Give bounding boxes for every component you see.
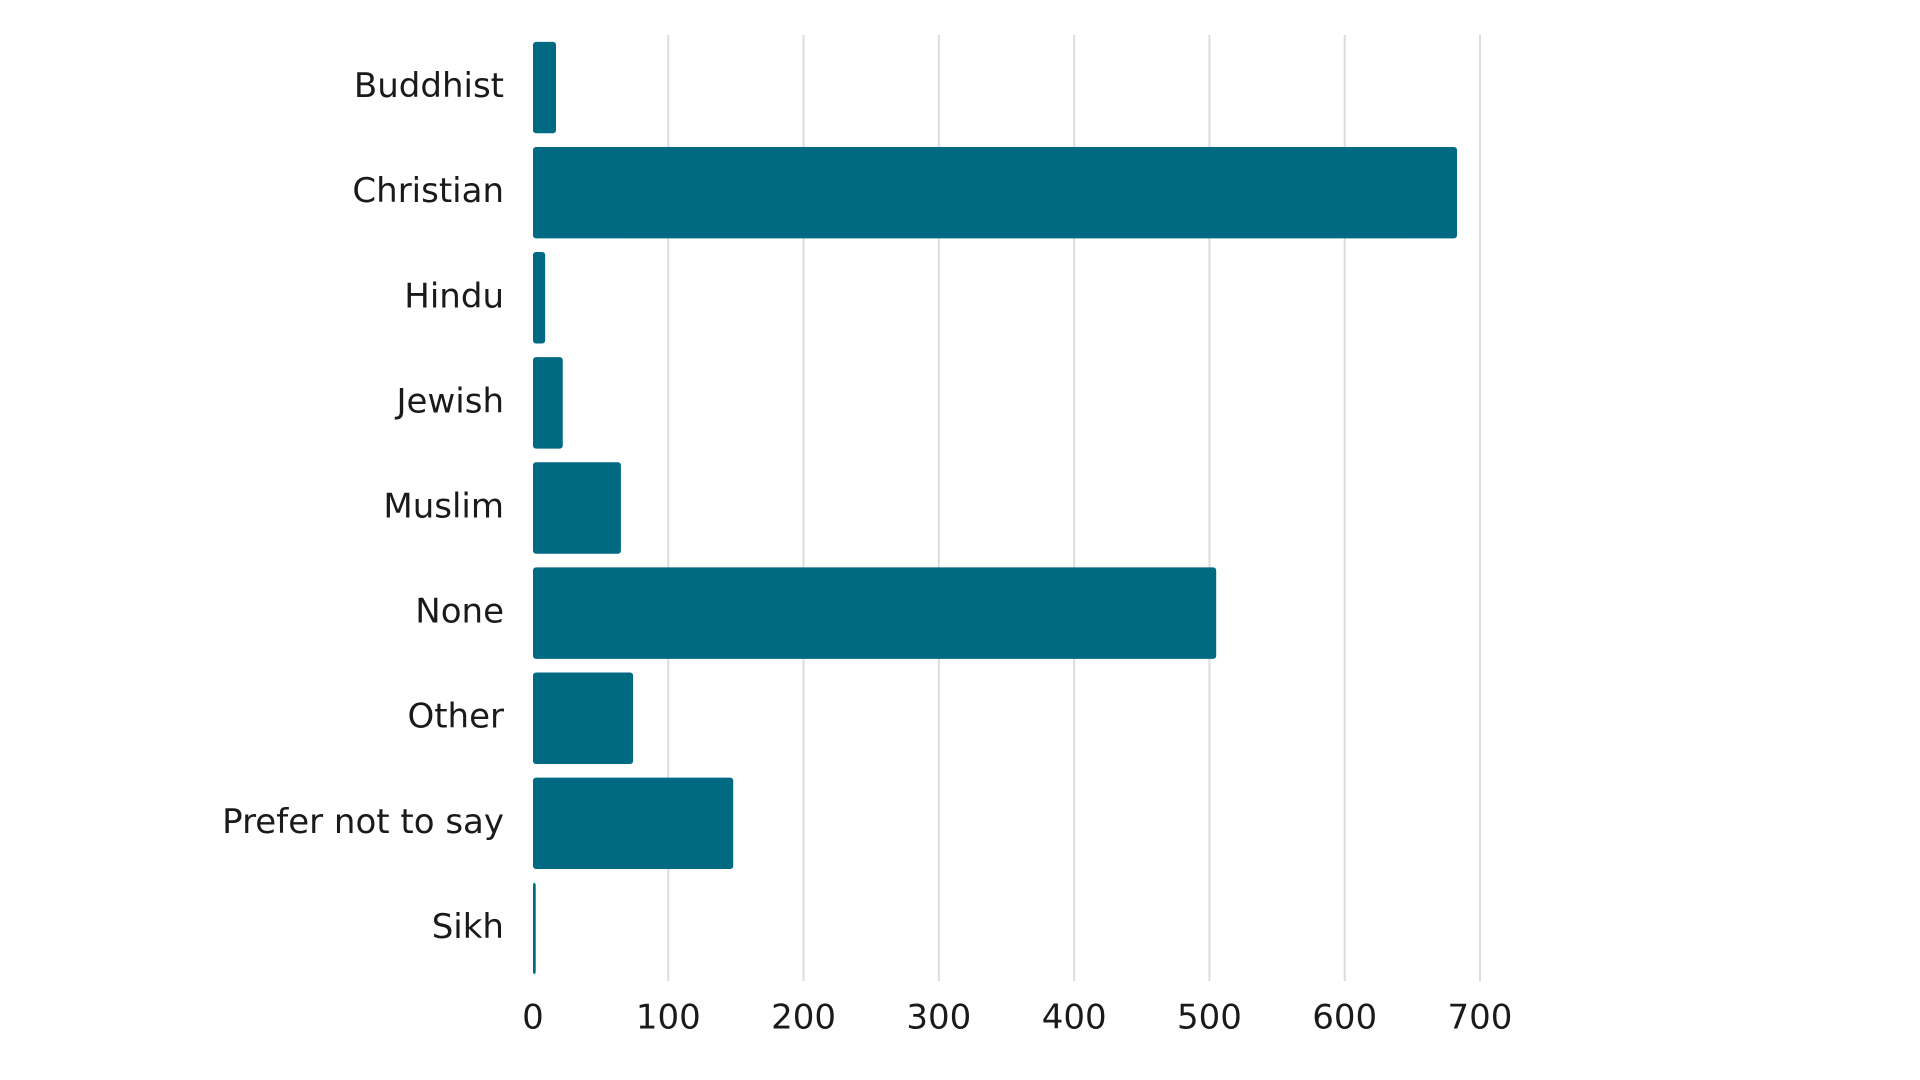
bar (533, 672, 634, 764)
y-tick-label: Christian (352, 171, 504, 211)
y-tick-label: Prefer not to say (222, 802, 504, 842)
bar (533, 462, 621, 554)
bar (533, 252, 546, 344)
x-tick-label: 400 (1042, 998, 1107, 1038)
y-tick-label: None (415, 592, 504, 632)
y-tick-label: Jewish (395, 381, 504, 421)
x-tick-label: 0 (522, 998, 544, 1038)
x-tick-label: 700 (1448, 998, 1513, 1038)
y-tick-label: Other (407, 697, 504, 737)
bar (533, 567, 1217, 659)
x-tick-label: 300 (906, 998, 971, 1038)
x-tick-label: 600 (1312, 998, 1377, 1038)
y-tick-label: Hindu (404, 276, 504, 316)
bar (533, 357, 563, 449)
bar (533, 777, 734, 870)
bar (533, 146, 1458, 239)
y-tick-label: Buddhist (354, 66, 504, 106)
y-tick-label: Muslim (383, 487, 504, 527)
y-tick-label: Sikh (432, 907, 504, 947)
bar (533, 882, 536, 975)
x-tick-label: 200 (771, 998, 836, 1038)
x-tick-label: 100 (636, 998, 701, 1038)
bar (533, 41, 556, 134)
x-tick-label: 500 (1177, 998, 1242, 1038)
